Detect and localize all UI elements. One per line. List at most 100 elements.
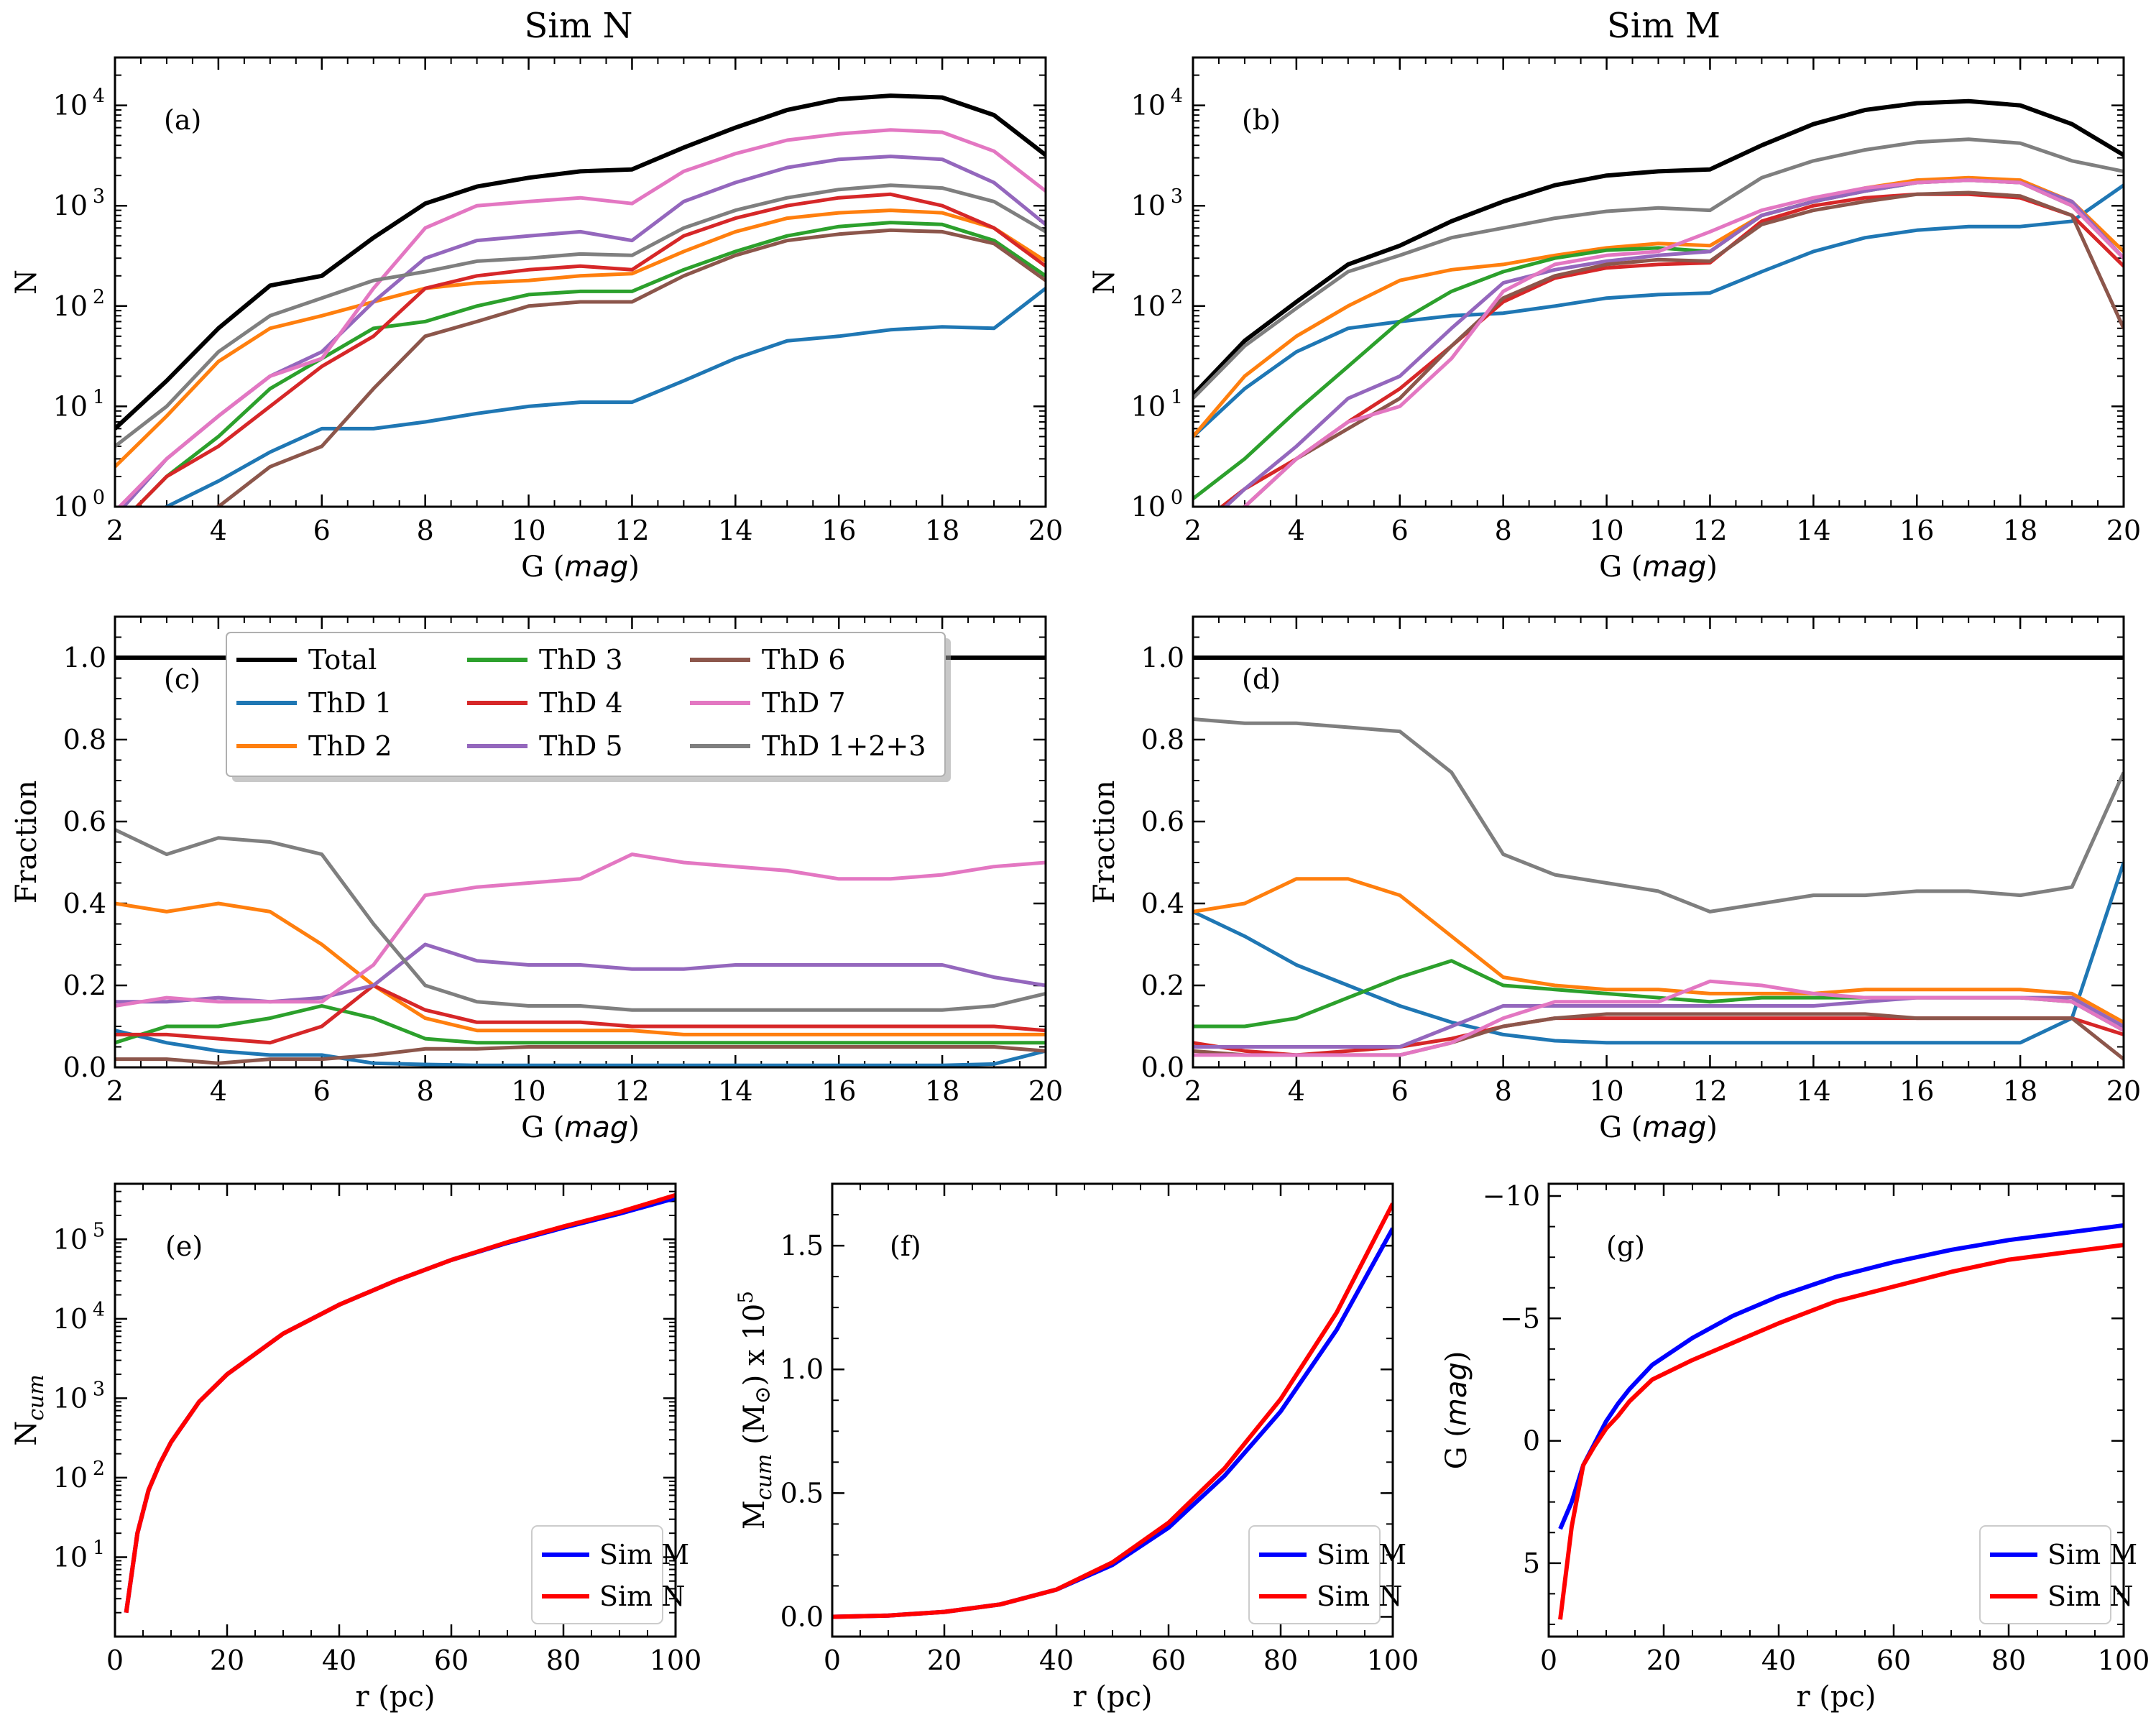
x-tick-label: 6	[1391, 515, 1409, 546]
y-tick-label: 10	[1131, 390, 1166, 422]
series-line-thd-4	[134, 192, 1046, 507]
x-tick-label: 6	[1391, 1075, 1409, 1107]
x-tick-label: 60	[434, 1644, 469, 1676]
y-tick-label: 10	[1131, 190, 1166, 221]
y-tick-exponent: 4	[93, 1299, 105, 1321]
panel-label: (c)	[164, 663, 201, 695]
series-lines	[1193, 656, 2124, 1061]
legend-label: ThD 7	[762, 687, 846, 719]
y-tick-label: 10	[53, 1303, 88, 1335]
x-axis-label: G (mag)	[1599, 551, 1718, 584]
y-axis-label: G (mag)	[1440, 1351, 1473, 1470]
series-line-thd-7	[115, 852, 1046, 1008]
axes-frame	[1547, 1182, 2125, 1638]
axes-frame	[114, 615, 1047, 1069]
legend-label: Total	[308, 644, 377, 676]
x-tick-label: 8	[1495, 515, 1512, 546]
x-tick-label: 60	[1876, 1644, 1911, 1676]
y-tick-exponent: 4	[93, 86, 105, 108]
panel-label: (f)	[890, 1230, 921, 1262]
x-tick-label: 12	[614, 1075, 649, 1107]
legend-box	[531, 1525, 663, 1624]
legend-label: ThD 4	[539, 687, 623, 719]
y-tick-label: 10	[53, 1462, 88, 1494]
x-tick-label: 16	[1899, 1075, 1934, 1107]
x-tick-label: 14	[718, 1075, 752, 1107]
x-tick-label: 40	[322, 1644, 356, 1676]
minor-ticks	[1192, 616, 2124, 1068]
axes-frame	[114, 1182, 677, 1638]
y-tick-label: 10	[53, 190, 88, 221]
series-lines	[832, 1202, 1393, 1619]
series-line-thd-2	[115, 208, 1046, 469]
x-tick-label: 8	[417, 515, 434, 546]
axes-frame	[1192, 56, 2125, 508]
y-tick-label: 10	[1131, 491, 1166, 523]
legend-box	[1979, 1525, 2111, 1624]
y-tick-exponent: 5	[93, 1219, 105, 1241]
x-tick-label: 4	[1288, 1075, 1305, 1107]
series-line-thd-5	[115, 942, 1046, 1004]
panel-label: (d)	[1242, 663, 1281, 695]
x-tick-label: 18	[2003, 1075, 2037, 1107]
axes-frame	[114, 56, 1047, 508]
title-sim-n: Sim N	[524, 6, 632, 46]
series-line-thd-1-2-3	[1193, 137, 2124, 400]
x-tick-label: 20	[2106, 515, 2141, 546]
y-tick-label: 0.2	[1141, 970, 1184, 1001]
x-tick-label: 10	[511, 515, 545, 546]
y-tick-exponent: 1	[93, 386, 105, 408]
series-line-thd-1	[1193, 862, 2124, 1045]
x-tick-label: 16	[1899, 515, 1934, 546]
x-tick-label: 40	[1761, 1644, 1796, 1676]
x-tick-label: 14	[718, 515, 752, 546]
series-line-sim-n	[832, 1202, 1393, 1619]
series-line-thd-7	[1193, 979, 2124, 1057]
x-tick-label: 20	[210, 1644, 244, 1676]
x-tick-label: 14	[1796, 515, 1830, 546]
series-lines	[1193, 98, 2124, 507]
y-axis-label: Fraction	[10, 781, 43, 904]
x-axis-label: G (mag)	[1599, 1111, 1718, 1144]
y-tick-exponent: 3	[93, 1378, 105, 1400]
y-tick-label: 0.4	[63, 888, 106, 919]
legend-label: Sim M	[2047, 1539, 2137, 1570]
x-tick-label: 20	[2106, 1075, 2141, 1107]
series-line-thd-6	[115, 1045, 1046, 1065]
y-tick-exponent: 0	[1171, 487, 1183, 509]
legend-g: Sim M Sim N	[1979, 1525, 2137, 1624]
y-tick-label: 10	[53, 1382, 88, 1414]
x-tick-label: 18	[925, 1075, 959, 1107]
y-tick-exponent: 3	[1171, 185, 1183, 208]
series-line-thd-3	[134, 221, 1046, 507]
major-ticks	[1192, 617, 2125, 1069]
series-line-thd-2	[115, 901, 1046, 1036]
series-line-thd-1-2-3	[115, 183, 1046, 448]
y-tick-label: −10	[1483, 1180, 1540, 1212]
y-tick-label: 10	[1131, 290, 1166, 322]
series-lines	[115, 93, 1046, 507]
legend-f: Sim M Sim N	[1248, 1525, 1406, 1624]
series-line-total	[1193, 98, 2124, 397]
legend-e: Sim M Sim N	[531, 1525, 689, 1624]
legend-label: Sim N	[1317, 1581, 1403, 1612]
y-tick-label: 0.6	[63, 806, 106, 837]
y-tick-label: 0.8	[63, 724, 106, 755]
series-lines	[124, 1192, 676, 1614]
y-tick-exponent: 2	[93, 1458, 105, 1480]
y-tick-label: 0.2	[63, 970, 106, 1001]
series-line-thd-6	[1240, 190, 2124, 507]
x-tick-label: 12	[614, 515, 649, 546]
x-tick-label: 10	[1589, 1075, 1623, 1107]
y-tick-label: 0.4	[1141, 888, 1184, 919]
x-axis-label: G (mag)	[521, 551, 640, 584]
y-tick-label: 10	[53, 491, 88, 523]
x-tick-label: 80	[1263, 1644, 1298, 1676]
x-tick-label: 6	[313, 1075, 331, 1107]
y-tick-label: 0.6	[1141, 806, 1184, 837]
y-tick-label: 5	[1523, 1547, 1540, 1579]
legend-label: ThD 6	[762, 644, 846, 676]
panel-label: (a)	[164, 104, 201, 136]
x-axis-label: r (pc)	[1796, 1680, 1876, 1714]
